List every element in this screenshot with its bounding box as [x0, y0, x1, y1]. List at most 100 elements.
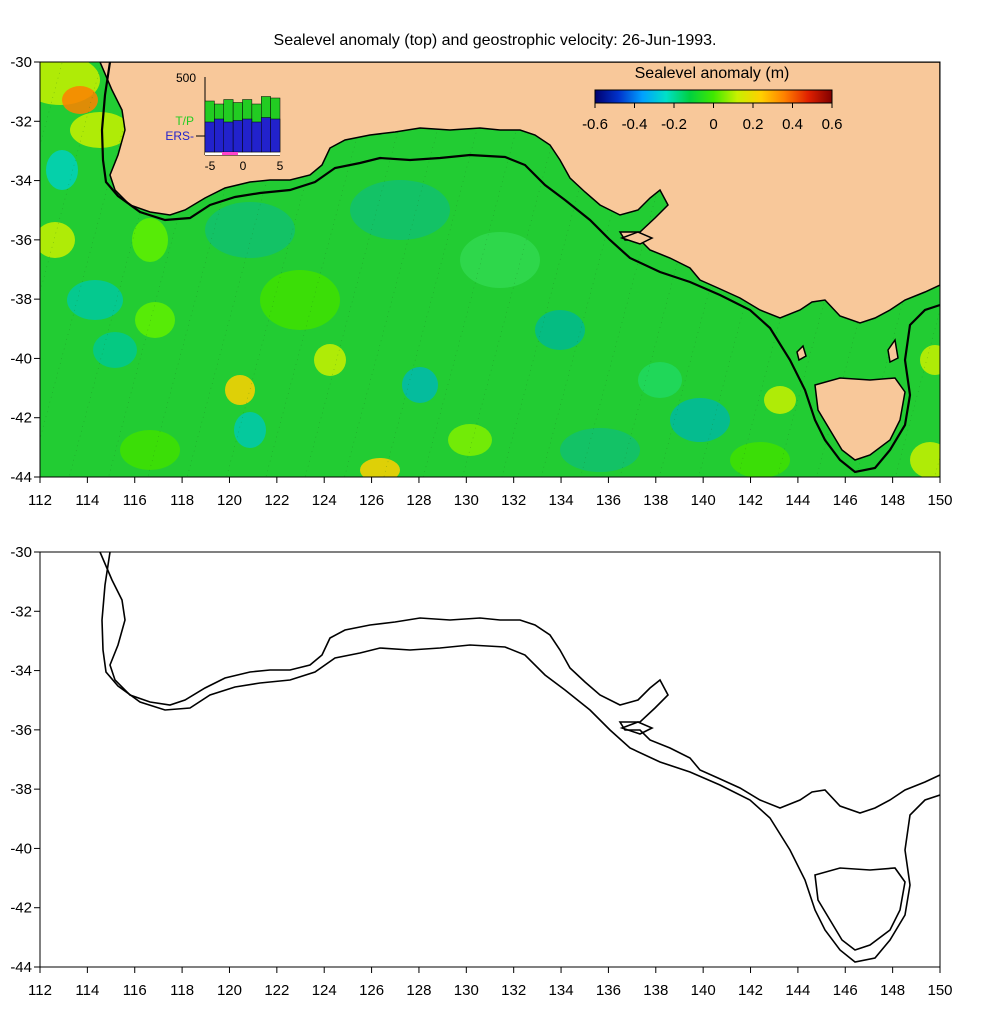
tasmania-outline — [814, 867, 906, 951]
x-tick-label: 134 — [549, 492, 574, 509]
kangaroo-island — [619, 231, 654, 245]
x-tick-label: 122 — [264, 982, 289, 999]
x-tick-label: 126 — [359, 492, 384, 509]
colorbar-tick-label: -0.2 — [661, 116, 687, 133]
x-tick-label: 120 — [217, 492, 242, 509]
y-tick-label: -44 — [10, 469, 32, 486]
x-tick-label: 114 — [75, 492, 99, 509]
x-tick-label: 148 — [880, 982, 905, 999]
y-tick-label: -42 — [10, 410, 32, 427]
x-tick-label: 130 — [454, 492, 479, 509]
bottom-y-axis: -30 -32 -34 -36 -38 -40 -42 -44 — [10, 544, 40, 976]
kangaroo-island-outline — [619, 721, 654, 735]
inset-bars — [204, 96, 281, 153]
top-x-axis: 112 114 116 118 120 122 124 126 128 130 132 134 136 1… — [28, 477, 953, 509]
y-tick-label: -32 — [10, 603, 32, 620]
inset-ers-bar — [223, 121, 234, 153]
shelf-contour — [100, 62, 940, 474]
y-tick-label: -38 — [10, 781, 32, 798]
y-tick-label: -44 — [10, 959, 32, 976]
inset-baseline — [205, 152, 280, 155]
legend-ers: ERS- — [165, 129, 194, 143]
x-tick-label: 140 — [691, 982, 716, 999]
y-tick-label: -40 — [10, 840, 32, 857]
inset-histogram: 500 T/P ERS- -5 0 5 — [165, 71, 283, 173]
y-tick-label: -30 — [10, 544, 32, 561]
bottom-x-axis: 112 114 116 118 120 122 124 126 128 130 132 134 136 1… — [28, 967, 953, 999]
x-tick-label: 130 — [454, 982, 479, 999]
x-tick-label: 146 — [833, 982, 858, 999]
colorbar-tick-label: -0.4 — [622, 116, 648, 133]
tasmania-land — [814, 377, 906, 461]
x-tick-label: 124 — [312, 492, 337, 509]
y-tick-label: -36 — [10, 232, 32, 249]
y-tick-label: -34 — [10, 663, 32, 680]
x-tick-label: 128 — [406, 492, 431, 509]
x-tick-label: 112 — [28, 982, 52, 999]
inset-ers-bar — [204, 121, 215, 153]
inset-xtick-neg5: -5 — [205, 159, 216, 173]
x-tick-label: 116 — [123, 982, 147, 999]
x-tick-label: 148 — [880, 492, 905, 509]
x-tick-label: 116 — [123, 492, 147, 509]
coastline — [99, 552, 940, 814]
x-tick-label: 118 — [170, 982, 194, 999]
x-tick-label: 140 — [691, 492, 716, 509]
inset-ers-bar — [270, 118, 281, 153]
figure-title: Sealevel anomaly (top) and geostrophic v… — [273, 32, 717, 49]
inset-ers-bar — [251, 121, 262, 153]
x-tick-label: 142 — [738, 982, 763, 999]
x-tick-label: 128 — [406, 982, 431, 999]
x-tick-label: 136 — [596, 492, 621, 509]
inset-ers-bar — [232, 120, 243, 153]
sealevel-anomaly-map: 112 114 116 118 120 122 124 126 128 130 132 134 136 1… — [10, 54, 952, 509]
inset-xtick-0: 0 — [240, 159, 247, 173]
colorbar-tick-label: 0 — [709, 116, 717, 133]
x-tick-label: 132 — [501, 982, 526, 999]
geostrophic-velocity-map: 112 114 116 118 120 122 124 126 128 130 132 134 136 1… — [10, 544, 952, 999]
australia-land — [99, 62, 940, 324]
y-tick-label: -36 — [10, 722, 32, 739]
x-tick-label: 114 — [75, 982, 99, 999]
x-tick-label: 138 — [643, 982, 668, 999]
colorbar-tick-label: -0.6 — [582, 116, 608, 133]
x-tick-label: 146 — [833, 492, 858, 509]
colorbar-tick-label: 0.2 — [743, 116, 764, 133]
x-tick-label: 138 — [643, 492, 668, 509]
inset-highlight — [222, 152, 238, 155]
x-tick-label: 150 — [927, 982, 952, 999]
x-tick-label: 124 — [312, 982, 337, 999]
bottom-map-frame — [39, 551, 941, 968]
x-tick-label: 134 — [549, 982, 574, 999]
inset-ers-bar — [214, 118, 224, 153]
colorbar-tick-label: 0.6 — [822, 116, 843, 133]
x-tick-label: 122 — [264, 492, 289, 509]
y-tick-label: -42 — [10, 900, 32, 917]
inset-xtick-5: 5 — [277, 159, 284, 173]
inset-y-label: 500 — [176, 71, 196, 85]
x-tick-label: 136 — [596, 982, 621, 999]
x-tick-label: 118 — [170, 492, 194, 509]
x-tick-label: 132 — [501, 492, 526, 509]
x-tick-label: 144 — [785, 492, 810, 509]
colorbar-ticks: -0.6 -0.4 -0.2 0 0.2 0.4 0.6 — [582, 103, 842, 133]
x-tick-label: 126 — [359, 982, 384, 999]
colorbar: Sealevel anomaly (m) -0.6 -0.4 -0.2 0 0.2 0.4… — [582, 65, 842, 133]
colorbar-tick-label: 0.4 — [782, 116, 803, 133]
colorbar-bar — [594, 89, 833, 104]
x-tick-label: 150 — [927, 492, 952, 509]
colorbar-title: Sealevel anomaly (m) — [635, 65, 790, 82]
top-map-frame — [39, 61, 941, 478]
inset-ers-bar — [242, 118, 253, 153]
shelf-contour-bottom — [101, 552, 940, 963]
flinders-island — [887, 338, 899, 364]
x-tick-label: 120 — [217, 982, 242, 999]
y-tick-label: -38 — [10, 291, 32, 308]
x-tick-label: 144 — [785, 982, 810, 999]
inset-ers-bar — [261, 117, 271, 153]
x-tick-label: 142 — [738, 492, 763, 509]
legend-tp: T/P — [175, 114, 194, 128]
y-tick-label: -40 — [10, 350, 32, 367]
y-tick-label: -30 — [10, 54, 32, 71]
